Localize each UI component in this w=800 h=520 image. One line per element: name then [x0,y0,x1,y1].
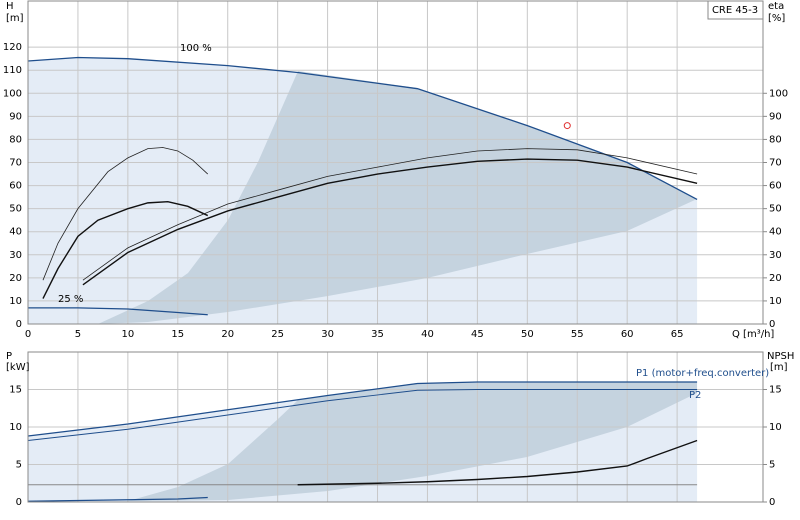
x-tick-label: 10 [121,329,134,340]
y2-tick-label: 80 [769,134,782,145]
x-tick-label: 30 [321,329,334,340]
x-tick-label: 55 [571,329,584,340]
y2-tick-label: 90 [769,111,782,122]
chart-title: CRE 45-3 [712,5,758,16]
y-tick-label: 0 [16,319,22,330]
operating-region [128,382,697,501]
x-tick-label: 50 [521,329,534,340]
y-axis-unit: [m] [6,13,24,24]
curve [27,496,208,502]
curve [27,56,698,200]
y2-tick-label: 60 [769,181,782,192]
x-tick-label: 5 [75,329,81,340]
y2-tick-label: 100 [769,88,788,99]
y2-tick-label: 50 [769,204,782,215]
x-tick-label: 20 [221,329,234,340]
y-tick-label: 60 [9,181,22,192]
y2-axis-label: NPSH [767,351,794,362]
x-axis-label: Q [m³/h] [732,329,774,340]
y-tick-label: 5 [16,460,22,471]
y2-axis-unit: [m] [770,362,788,373]
y2-axis-label: eta [768,1,784,12]
y2-tick-label: 40 [769,227,782,238]
series-label: P2 [689,390,701,401]
curve [27,389,698,441]
y-tick-label: 10 [9,296,22,307]
x-tick-label: 40 [421,329,434,340]
duty-point [563,122,571,130]
series-label: P1 (motor+freq.converter) [636,368,769,379]
y2-tick-label: 10 [769,422,782,433]
y-tick-label: 10 [9,422,22,433]
y-axis-label: H [6,1,14,12]
y-axis-label: P [6,351,12,362]
y-tick-label: 120 [3,42,22,53]
x-tick-label: 25 [271,329,284,340]
curve [28,307,208,316]
curve [42,201,209,299]
y-tick-label: 40 [9,227,22,238]
y-tick-label: 0 [16,497,22,508]
y-axis-unit: [kW] [6,362,30,373]
y-tick-label: 80 [9,134,22,145]
annotation: 100 % [180,43,212,54]
y-tick-label: 30 [9,250,22,261]
x-tick-label: 15 [171,329,184,340]
title-box [707,0,764,20]
curve [82,148,698,281]
operating-region [98,71,697,324]
y2-tick-label: 0 [769,497,775,508]
y-tick-label: 90 [9,111,22,122]
y2-tick-label: 30 [769,250,782,261]
x-tick-label: 65 [671,329,684,340]
x-tick-label: 0 [25,329,31,340]
y2-tick-label: 0 [769,319,775,330]
curve [82,158,698,286]
y-tick-label: 20 [9,273,22,284]
y-tick-label: 110 [3,65,22,76]
annotation: 25 % [58,294,83,305]
x-tick-label: 60 [621,329,634,340]
y2-tick-label: 10 [769,296,782,307]
y2-tick-label: 5 [769,460,775,471]
y2-axis-unit: [%] [768,13,785,24]
curve [297,439,698,486]
curve [27,381,698,437]
y-tick-label: 15 [9,385,22,396]
y2-tick-label: 20 [769,273,782,284]
y-tick-label: 70 [9,158,22,169]
y-tick-label: 100 [3,88,22,99]
y2-tick-label: 70 [769,158,782,169]
y-tick-label: 50 [9,204,22,215]
plot-frame [27,0,764,325]
x-tick-label: 35 [371,329,384,340]
x-tick-label: 45 [471,329,484,340]
y2-tick-label: 15 [769,385,782,396]
plot-frame [27,351,764,503]
curve [42,147,209,281]
